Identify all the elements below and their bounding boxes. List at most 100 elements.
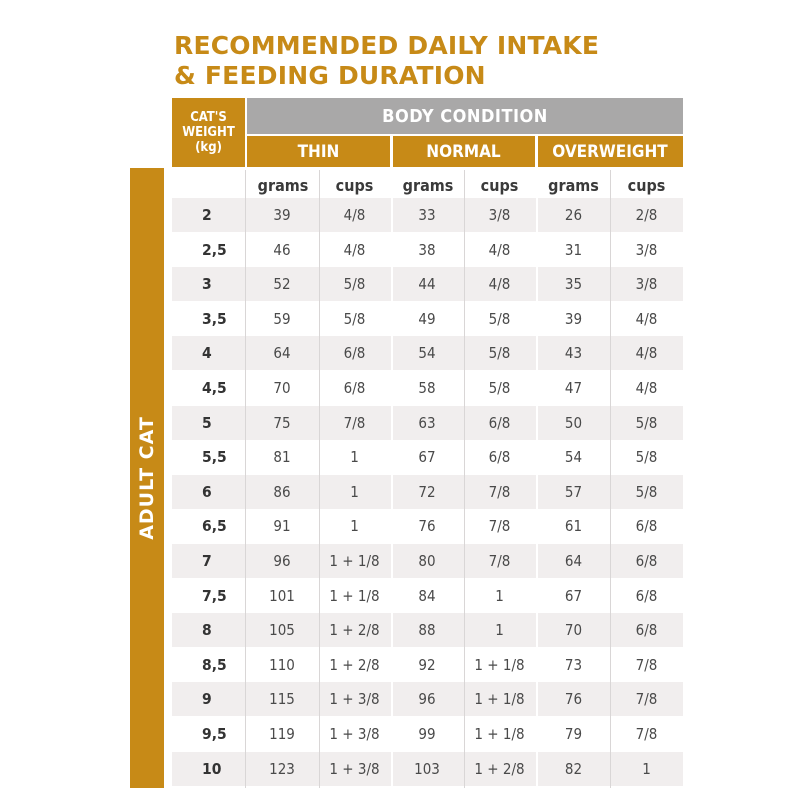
grams-cell: 58 [418, 379, 436, 397]
grams-cell: 91 [273, 517, 291, 536]
cups-cell: 7/8 [635, 655, 658, 674]
grams-cell: 76 [418, 517, 436, 536]
weight-cell: 6 [202, 482, 212, 501]
table-row: 8 105 1 + 2/8 88 1 70 6/8 [172, 613, 683, 648]
cups-cell: 6/8 [343, 344, 366, 363]
grams-cell: 88 [418, 621, 436, 640]
table-row: 8,5 110 1 + 2/8 92 1 + 1/8 73 7/8 [172, 648, 683, 682]
cups-cell: 5/8 [635, 413, 658, 432]
adult-cat-label: ADULT CAT [136, 416, 159, 540]
cups-cell: 2/8 [635, 206, 658, 224]
grams-cell: 70 [564, 621, 583, 640]
grams-cell: 75 [273, 413, 291, 432]
cups-cell: 7/8 [635, 690, 658, 709]
unit-header-overweight-grams: grams [548, 175, 599, 195]
grams-cell: 81 [273, 448, 291, 467]
title-line-2: & FEEDING DURATION [174, 61, 486, 90]
cups-cell: 5/8 [635, 448, 658, 467]
grams-cell: 54 [418, 344, 436, 363]
weight-cell: 3 [202, 275, 212, 294]
cups-cell: 4/8 [635, 344, 658, 363]
table-row: 3 52 5/8 44 4/8 35 3/8 [172, 267, 683, 302]
weight-column-header: CAT'S WEIGHT (kg) [172, 98, 245, 167]
table-row: 9,5 119 1 + 3/8 99 1 + 1/8 79 7/8 [172, 717, 683, 751]
grams-cell: 59 [273, 309, 291, 328]
cups-cell: 7/8 [343, 413, 366, 432]
cups-cell: 1 + 1/8 [474, 655, 525, 674]
cups-cell: 1 + 2/8 [474, 759, 525, 778]
cups-cell: 1 [350, 448, 359, 467]
cups-cell: 4/8 [488, 240, 511, 259]
adult-cat-side-band: ADULT CAT [130, 168, 164, 788]
table-row: 5 75 7/8 63 6/8 50 5/8 [172, 405, 683, 440]
cups-cell: 4/8 [635, 379, 658, 397]
grams-cell: 123 [269, 759, 295, 778]
grams-cell: 50 [564, 413, 583, 432]
grams-cell: 43 [564, 344, 583, 363]
cups-cell: 1 + 1/8 [329, 552, 380, 570]
table-row: 6 86 1 72 7/8 57 5/8 [172, 474, 683, 509]
grams-cell: 103 [414, 759, 440, 778]
weight-cell: 8,5 [202, 655, 227, 674]
cups-cell: 5/8 [343, 309, 366, 328]
grams-cell: 44 [418, 275, 436, 294]
grams-cell: 101 [269, 586, 295, 605]
weight-header-line-2: WEIGHT [182, 125, 235, 140]
unit-header-overweight-cups: cups [627, 175, 666, 195]
cups-cell: 1 + 2/8 [329, 655, 380, 674]
grams-cell: 92 [418, 655, 436, 674]
title-line-1: RECOMMENDED DAILY INTAKE [174, 31, 600, 60]
table-row: 4 64 6/8 54 5/8 43 4/8 [172, 336, 683, 371]
cups-cell: 5/8 [488, 344, 511, 363]
table-row: 9 115 1 + 3/8 96 1 + 1/8 76 7/8 [172, 682, 683, 717]
grams-cell: 33 [418, 206, 436, 224]
weight-cell: 9 [202, 690, 212, 709]
column-divider [464, 170, 465, 788]
cups-cell: 3/8 [488, 206, 511, 224]
cups-cell: 4/8 [488, 275, 511, 294]
grams-cell: 110 [269, 655, 295, 674]
cups-cell: 1 [350, 517, 359, 536]
weight-cell: 5 [202, 413, 212, 432]
grams-cell: 26 [564, 206, 583, 224]
cups-cell: 1 + 2/8 [329, 621, 380, 640]
cups-cell: 6/8 [635, 621, 658, 640]
grams-cell: 72 [418, 482, 436, 501]
cups-cell: 7/8 [635, 725, 658, 743]
weight-cell: 2 [202, 206, 212, 224]
cups-cell: 1 + 3/8 [329, 759, 380, 778]
grams-cell: 79 [564, 725, 583, 743]
weight-cell: 5,5 [202, 448, 227, 467]
weight-cell: 6,5 [202, 517, 227, 536]
unit-header-thin-cups: cups [335, 175, 374, 195]
weight-cell: 3,5 [202, 309, 227, 328]
grams-cell: 61 [564, 517, 583, 536]
grams-cell: 80 [418, 552, 436, 570]
table-row: 10 123 1 + 3/8 103 1 + 2/8 82 1 [172, 751, 683, 786]
grams-cell: 39 [564, 309, 583, 328]
grams-cell: 39 [273, 206, 291, 224]
weight-cell: 4,5 [202, 379, 227, 397]
table-row: 2 39 4/8 33 3/8 26 2/8 [172, 198, 683, 232]
cups-cell: 1 + 1/8 [474, 690, 525, 709]
grams-cell: 76 [564, 690, 583, 709]
unit-header-normal-cups: cups [480, 175, 519, 195]
grams-cell: 84 [418, 586, 436, 605]
weight-cell: 7,5 [202, 586, 227, 605]
page-title: RECOMMENDED DAILY INTAKE & FEEDING DURAT… [174, 31, 599, 91]
grams-cell: 49 [418, 309, 436, 328]
grams-cell: 46 [273, 240, 291, 259]
grams-cell: 64 [564, 552, 583, 570]
cups-cell: 6/8 [635, 552, 658, 570]
grams-cell: 119 [269, 725, 295, 743]
grams-cell: 67 [418, 448, 436, 467]
column-divider [610, 170, 611, 788]
cups-cell: 5/8 [343, 275, 366, 294]
cups-cell: 1 + 3/8 [329, 725, 380, 743]
cups-cell: 1 [350, 482, 359, 501]
cups-cell: 4/8 [343, 240, 366, 259]
cups-cell: 1 + 3/8 [329, 690, 380, 709]
grams-cell: 73 [564, 655, 583, 674]
grams-cell: 57 [564, 482, 583, 501]
condition-header-overweight: OVERWEIGHT [537, 136, 683, 167]
